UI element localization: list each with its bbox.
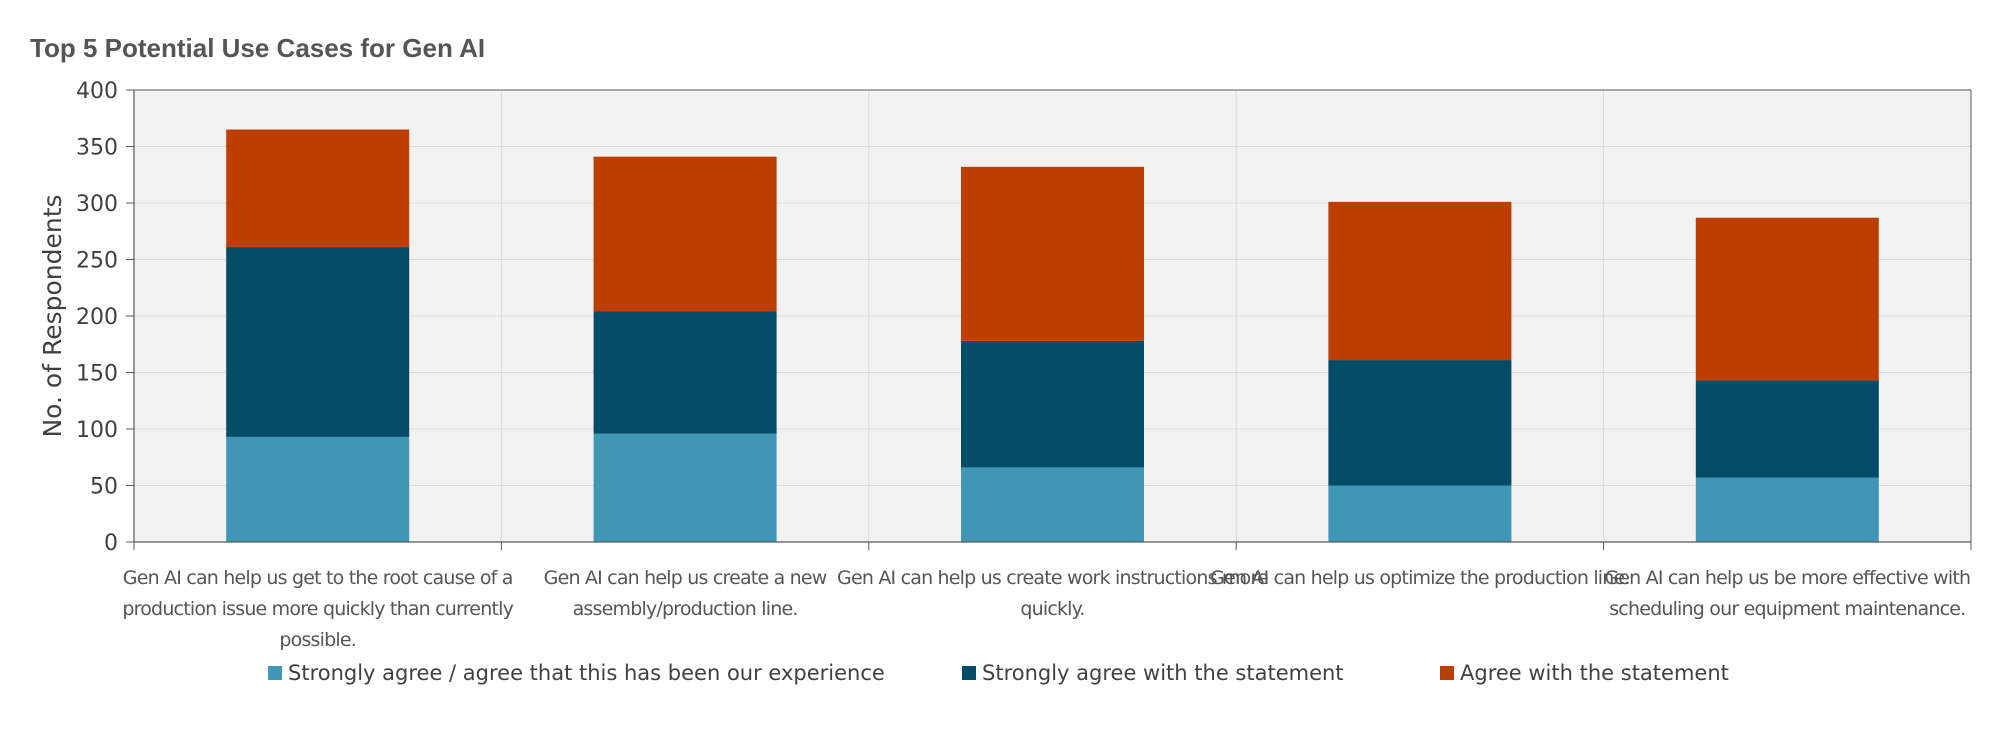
x-tick-label-line: Gen AI can help us get to the root cause… [123,567,513,589]
bar-segment [593,311,777,434]
legend-item: Strongly agree with the statement [962,661,1344,685]
legend: Strongly agree / agree that this has bee… [268,661,1729,685]
y-tick-label: 150 [76,362,118,387]
plot-area: 0 50 100 150 200 250 300 350 400 Gen AI can help … [76,79,1972,651]
legend-label: Strongly agree with the statement [982,661,1344,685]
x-tick-label: Gen AI can help us get to the root cause… [122,567,513,651]
chart-title: Top 5 Potential Use Cases for Gen AI [30,33,485,63]
x-tick-label-line: assembly/production line. [573,598,798,620]
x-tick-label: Gen AI can help us be more effective wit… [1604,567,1970,620]
bar-segment [1328,360,1512,486]
bar-segment [226,436,410,542]
y-tick-label: 50 [90,475,118,500]
y-tick-label: 350 [76,136,118,161]
x-tick-label-line: Gen AI can help us create work instructi… [837,567,1268,589]
bar-segment [961,166,1144,341]
bar-segment [1328,485,1512,542]
y-tick-label: 0 [104,531,118,556]
x-tick-label-line: scheduling our equipment maintenance. [1609,598,1965,620]
bar-segment [1695,217,1879,381]
x-tick-label-line: Gen AI can help us create a new [544,567,827,589]
legend-swatch [1440,666,1454,680]
bar-segment [593,433,777,542]
legend-swatch [268,666,282,680]
y-tick-label: 200 [76,305,118,330]
bar-segment [961,467,1144,542]
legend-item: Strongly agree / agree that this has bee… [268,661,885,685]
bar-segment [226,247,410,437]
x-tick-label-line: possible. [279,629,356,651]
x-tick-label-line: Gen AI can help us be more effective wit… [1604,567,1970,589]
bar-segment [961,340,1144,468]
bar-segment [593,156,777,312]
legend-label: Strongly agree / agree that this has bee… [288,661,885,685]
legend-label: Agree with the statement [1460,661,1729,685]
y-tick-label: 400 [76,79,118,104]
y-axis-label: No. of Respondents [38,194,67,437]
x-tick-label-line: quickly. [1020,598,1084,620]
y-tick-label: 300 [76,192,118,217]
legend-swatch [962,666,976,680]
x-tick-label-line: production issue more quickly than curre… [122,598,513,620]
x-tick-label-line: Gen AI can help us optimize the producti… [1210,567,1630,589]
x-tick-label: Gen AI can help us optimize the producti… [1210,567,1630,589]
x-tick-label: Gen AI can help us create work instructi… [837,567,1268,620]
bar-segment [1695,380,1879,478]
bar-segment [1328,201,1512,361]
x-tick-label: Gen AI can help us create a new assembly/… [544,567,827,620]
bar-segment [226,129,410,248]
y-tick-label: 100 [76,418,118,443]
y-tick-label: 250 [76,249,118,274]
legend-item: Agree with the statement [1440,661,1729,685]
bar-segment [1695,477,1879,542]
